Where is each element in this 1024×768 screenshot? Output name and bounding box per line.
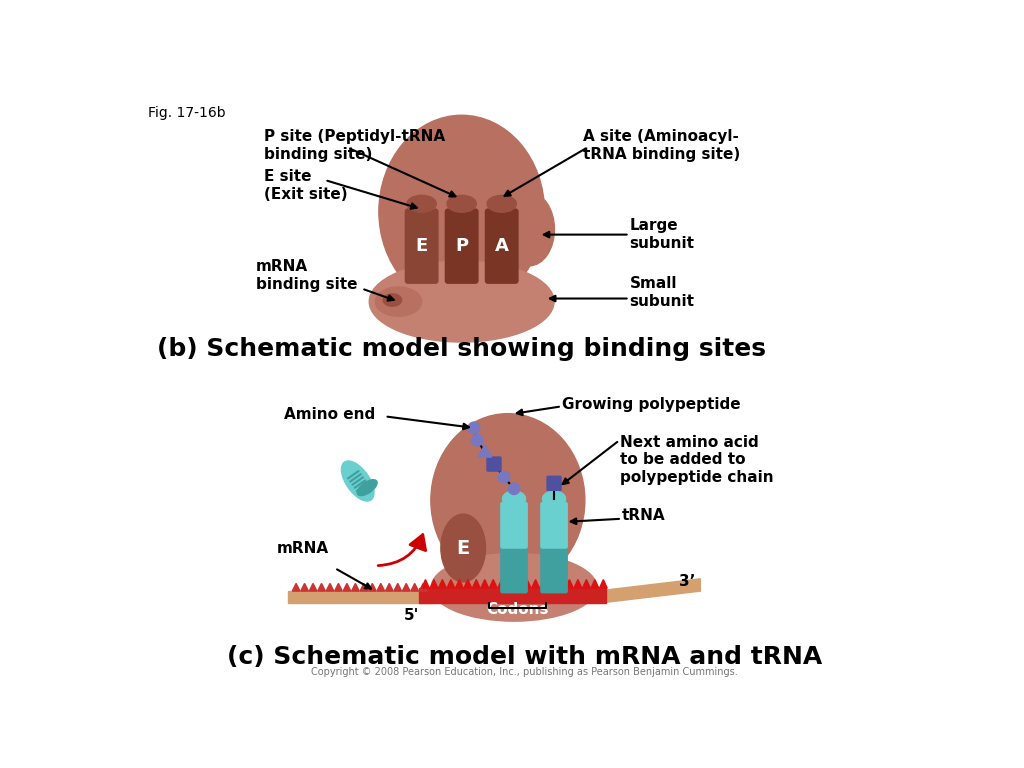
Ellipse shape: [370, 261, 554, 342]
FancyBboxPatch shape: [541, 502, 568, 549]
FancyArrowPatch shape: [378, 535, 426, 565]
Polygon shape: [360, 584, 368, 591]
Polygon shape: [489, 580, 497, 588]
Polygon shape: [317, 584, 326, 591]
Text: 5': 5': [403, 608, 419, 624]
FancyBboxPatch shape: [486, 456, 502, 472]
Ellipse shape: [508, 483, 520, 495]
Polygon shape: [419, 588, 606, 604]
Ellipse shape: [441, 514, 485, 582]
Polygon shape: [557, 580, 565, 588]
Polygon shape: [591, 580, 599, 588]
Polygon shape: [583, 580, 590, 588]
Text: A site (Aminoacyl-
tRNA binding site): A site (Aminoacyl- tRNA binding site): [584, 129, 740, 161]
FancyBboxPatch shape: [547, 475, 562, 491]
Polygon shape: [394, 584, 401, 591]
Text: Growing polypeptide: Growing polypeptide: [562, 396, 740, 412]
Polygon shape: [335, 584, 342, 591]
FancyBboxPatch shape: [500, 541, 528, 594]
Ellipse shape: [379, 115, 545, 308]
Polygon shape: [565, 580, 573, 588]
Text: Fig. 17-16b: Fig. 17-16b: [147, 106, 225, 120]
Text: (c) Schematic model with mRNA and tRNA: (c) Schematic model with mRNA and tRNA: [227, 645, 822, 669]
Text: (b) Schematic model showing binding sites: (b) Schematic model showing binding site…: [157, 337, 766, 361]
FancyBboxPatch shape: [484, 208, 518, 284]
FancyBboxPatch shape: [500, 502, 528, 549]
Text: E: E: [416, 237, 428, 255]
Polygon shape: [506, 580, 514, 588]
Text: P site (Peptidyl-tRNA
binding site): P site (Peptidyl-tRNA binding site): [264, 129, 444, 161]
Ellipse shape: [383, 294, 401, 306]
Polygon shape: [523, 580, 531, 588]
Ellipse shape: [468, 422, 480, 434]
Polygon shape: [411, 584, 419, 591]
Polygon shape: [326, 584, 334, 591]
Text: E: E: [457, 538, 470, 558]
Polygon shape: [515, 580, 522, 588]
FancyBboxPatch shape: [444, 208, 478, 284]
Polygon shape: [531, 580, 540, 588]
Text: Copyright © 2008 Pearson Education, Inc., publishing as Pearson Benjamin Cumming: Copyright © 2008 Pearson Education, Inc.…: [311, 667, 738, 677]
Polygon shape: [574, 580, 582, 588]
Polygon shape: [343, 584, 351, 591]
Polygon shape: [369, 584, 376, 591]
Ellipse shape: [471, 435, 483, 446]
Text: A: A: [495, 237, 509, 255]
Polygon shape: [549, 580, 556, 588]
Polygon shape: [464, 580, 472, 588]
Polygon shape: [472, 580, 480, 588]
Ellipse shape: [407, 195, 436, 212]
Polygon shape: [385, 584, 393, 591]
Polygon shape: [447, 580, 455, 588]
Polygon shape: [596, 579, 700, 604]
Text: E site
(Exit site): E site (Exit site): [264, 169, 347, 201]
Polygon shape: [377, 584, 385, 591]
Ellipse shape: [357, 480, 377, 495]
Text: tRNA: tRNA: [622, 508, 666, 523]
Text: mRNA
binding site: mRNA binding site: [256, 260, 357, 292]
Ellipse shape: [341, 461, 374, 501]
Ellipse shape: [499, 472, 510, 483]
Text: 3’: 3’: [679, 574, 695, 588]
Ellipse shape: [447, 195, 476, 212]
Polygon shape: [292, 584, 300, 591]
FancyBboxPatch shape: [541, 541, 568, 594]
Polygon shape: [419, 584, 427, 591]
Ellipse shape: [503, 491, 525, 506]
Ellipse shape: [431, 554, 597, 621]
Polygon shape: [402, 584, 410, 591]
Ellipse shape: [505, 193, 554, 266]
Text: Amino end: Amino end: [285, 406, 376, 422]
Ellipse shape: [431, 414, 585, 587]
Polygon shape: [430, 580, 438, 588]
Text: Large
subunit: Large subunit: [630, 218, 694, 251]
Text: Codons: Codons: [485, 602, 548, 617]
Polygon shape: [481, 580, 488, 588]
Polygon shape: [438, 580, 446, 588]
FancyBboxPatch shape: [404, 208, 438, 284]
Ellipse shape: [376, 287, 422, 316]
Ellipse shape: [543, 491, 565, 506]
Text: mRNA: mRNA: [278, 541, 330, 556]
Polygon shape: [301, 584, 308, 591]
Text: Small
subunit: Small subunit: [630, 276, 694, 309]
Polygon shape: [289, 591, 431, 604]
Polygon shape: [478, 445, 492, 457]
Polygon shape: [456, 580, 463, 588]
Polygon shape: [599, 580, 607, 588]
Polygon shape: [422, 580, 429, 588]
Polygon shape: [351, 584, 359, 591]
Polygon shape: [498, 580, 506, 588]
Ellipse shape: [487, 195, 516, 212]
Text: Next amino acid
to be added to
polypeptide chain: Next amino acid to be added to polypepti…: [620, 435, 773, 485]
Text: P: P: [455, 237, 468, 255]
Polygon shape: [309, 584, 316, 591]
Polygon shape: [541, 580, 548, 588]
